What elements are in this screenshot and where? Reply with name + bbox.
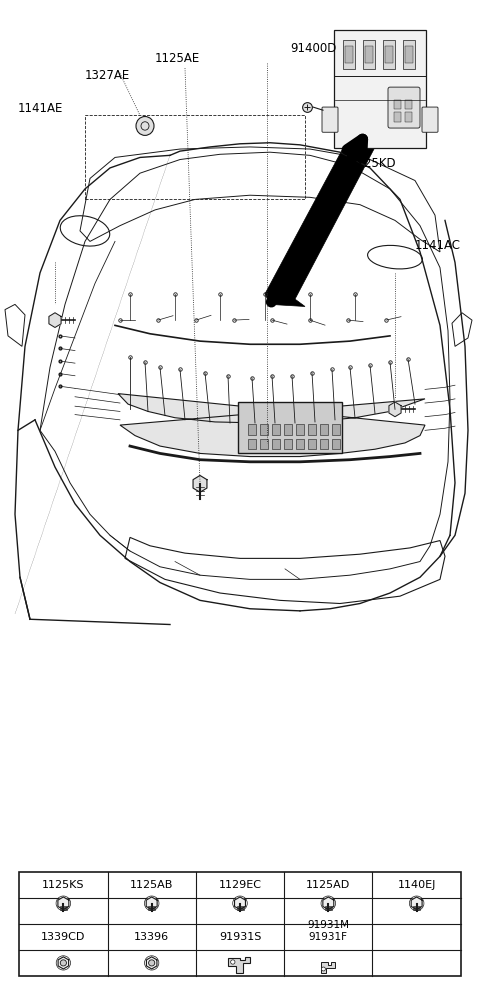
Circle shape: [322, 967, 325, 971]
Polygon shape: [49, 313, 61, 327]
Polygon shape: [389, 402, 401, 417]
Polygon shape: [411, 897, 422, 909]
Bar: [332, 424, 340, 434]
Text: 1125KD: 1125KD: [350, 157, 396, 170]
Bar: [403, 39, 415, 69]
Bar: [19, 872, 461, 976]
Polygon shape: [321, 962, 335, 973]
FancyBboxPatch shape: [334, 31, 426, 148]
FancyBboxPatch shape: [388, 87, 420, 128]
Text: 1141AC: 1141AC: [415, 239, 461, 252]
Text: 1125KS: 1125KS: [42, 880, 84, 890]
Polygon shape: [323, 897, 334, 909]
Bar: [363, 39, 375, 69]
Bar: [296, 438, 304, 449]
Bar: [385, 46, 393, 63]
Bar: [405, 46, 413, 63]
FancyBboxPatch shape: [322, 107, 338, 132]
Bar: [405, 99, 412, 109]
Polygon shape: [228, 956, 250, 973]
Circle shape: [136, 116, 154, 135]
Circle shape: [149, 959, 155, 966]
Text: 91400D: 91400D: [290, 41, 336, 54]
Bar: [308, 438, 316, 449]
Bar: [248, 424, 256, 434]
Polygon shape: [58, 956, 69, 969]
Text: 1125AE: 1125AE: [155, 52, 200, 65]
Text: 13396: 13396: [134, 932, 169, 942]
FancyBboxPatch shape: [238, 402, 342, 453]
Bar: [284, 438, 292, 449]
Bar: [260, 424, 268, 434]
Polygon shape: [118, 394, 425, 457]
Text: 1327AE: 1327AE: [85, 69, 130, 82]
Polygon shape: [58, 897, 69, 909]
Text: 1125AB: 1125AB: [130, 880, 173, 890]
Bar: [365, 46, 373, 63]
Bar: [320, 424, 328, 434]
Polygon shape: [146, 956, 157, 969]
Text: 91931S: 91931S: [219, 932, 261, 942]
Bar: [343, 39, 355, 69]
Bar: [394, 112, 401, 122]
Bar: [284, 424, 292, 434]
Bar: [272, 424, 280, 434]
Bar: [383, 39, 395, 69]
Bar: [260, 438, 268, 449]
Bar: [296, 424, 304, 434]
Bar: [332, 438, 340, 449]
Text: 1129EC: 1129EC: [218, 880, 262, 890]
Polygon shape: [235, 897, 245, 909]
Circle shape: [231, 959, 235, 964]
Polygon shape: [265, 126, 385, 306]
Bar: [405, 112, 412, 122]
Circle shape: [60, 959, 66, 966]
Bar: [272, 438, 280, 449]
Text: 1141AE: 1141AE: [18, 102, 63, 115]
Text: 1140EJ: 1140EJ: [397, 880, 436, 890]
Text: 1125AD: 1125AD: [306, 880, 350, 890]
Polygon shape: [146, 897, 157, 909]
Bar: [394, 99, 401, 109]
Text: 1339CD: 1339CD: [41, 932, 85, 942]
Bar: [320, 438, 328, 449]
Polygon shape: [193, 476, 207, 492]
Bar: [345, 46, 353, 63]
FancyBboxPatch shape: [422, 107, 438, 132]
Bar: [308, 424, 316, 434]
Bar: [248, 438, 256, 449]
Text: 91931M
91931F: 91931M 91931F: [307, 920, 349, 942]
Bar: [85, 115, 305, 199]
